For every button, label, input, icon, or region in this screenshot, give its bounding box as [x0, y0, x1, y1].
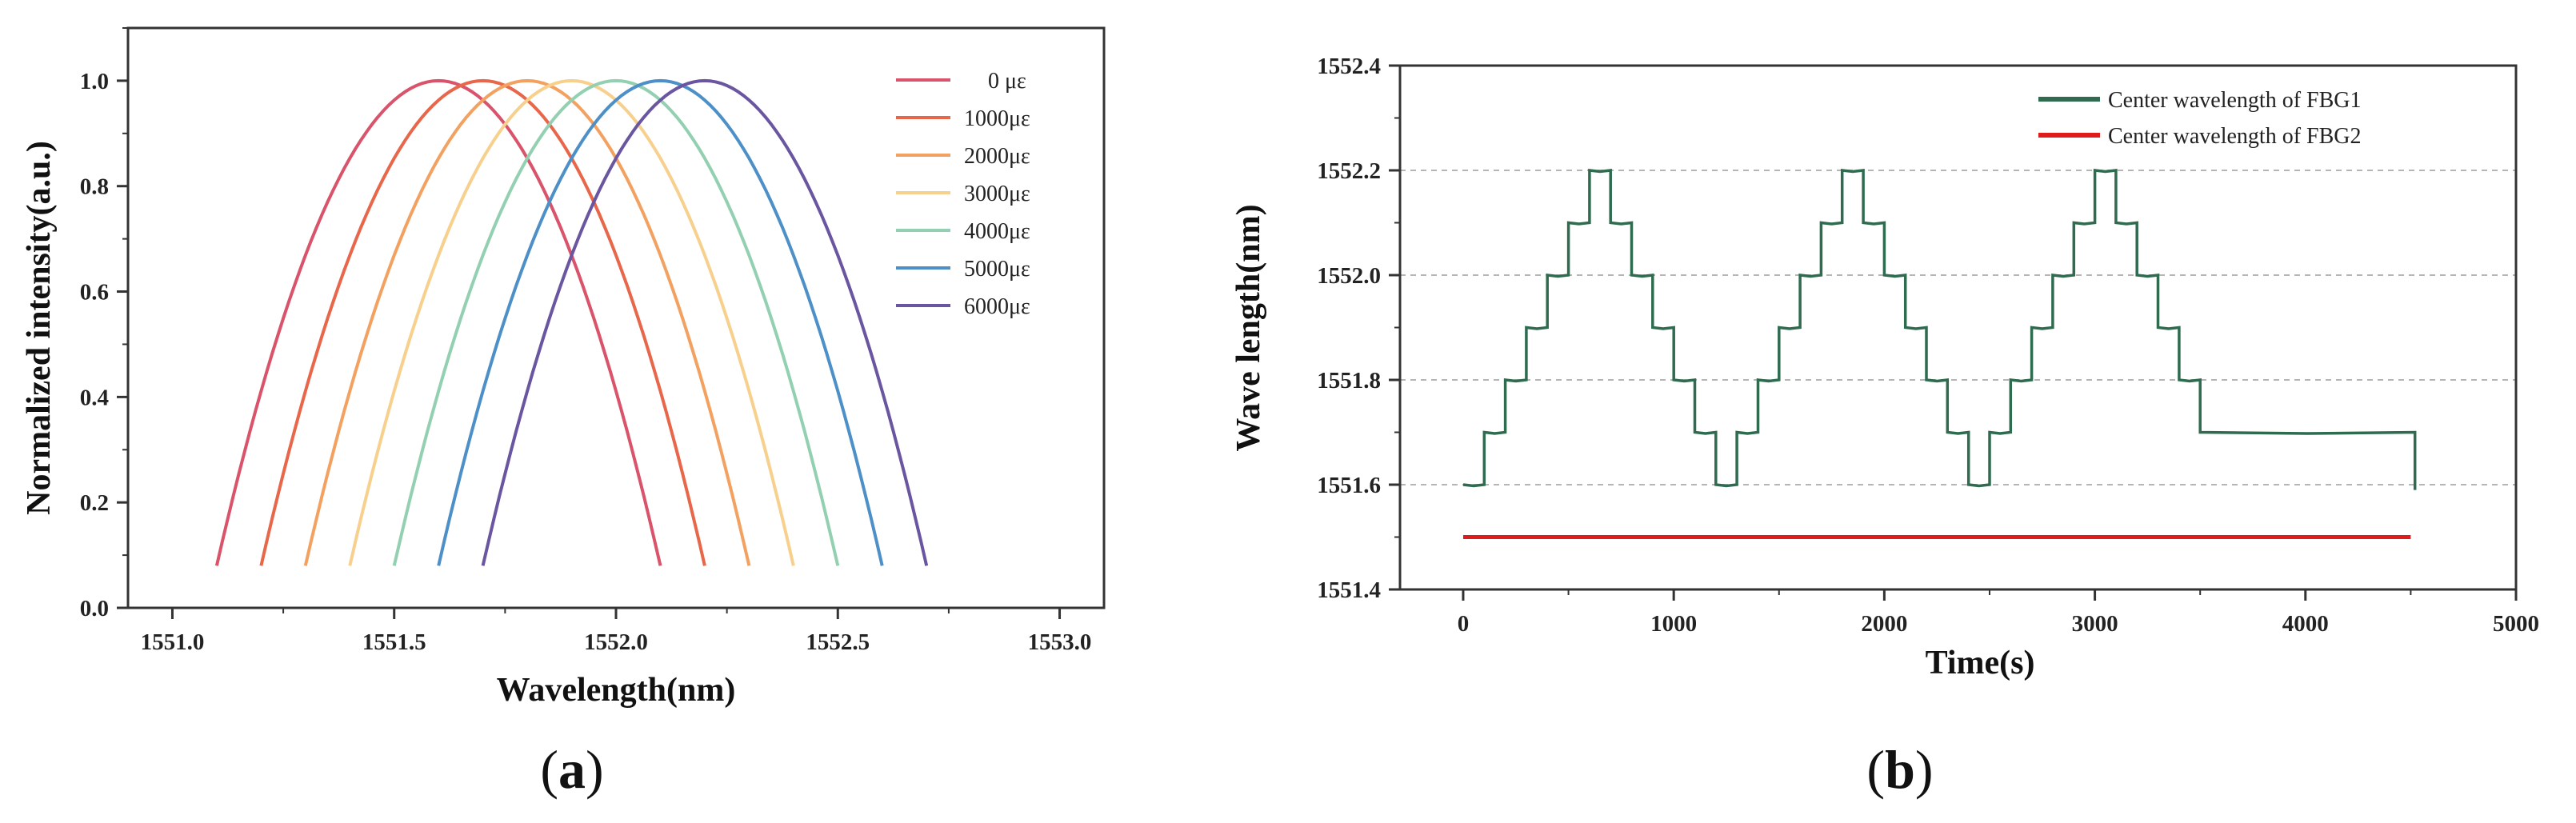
chart-a-tick-labels: 1551.0 1551.5 1552.0 1552.5 1553.0 0.0 0.2 0.4 0… — [80, 69, 1092, 655]
chart-a-frame — [126, 26, 1106, 609]
x-tick-label-1: 1000 — [1650, 611, 1697, 637]
y-tick-label-4: 0.8 — [80, 174, 109, 200]
legend-label-3: 3000με — [964, 182, 1030, 206]
series-line-fbg1 — [1462, 169, 2417, 490]
legend-label-0: 0 με — [988, 69, 1026, 94]
chart-b-xlabel: Time(s) — [1926, 645, 2035, 681]
y-tick-label-5: 1.0 — [80, 69, 109, 94]
panel-label-a: (a) — [540, 739, 603, 800]
legend-label-2: 2000με — [964, 144, 1030, 169]
y-tick-label-1: 1551.6 — [1317, 473, 1381, 498]
chart-a-ylabel: Normalized intensity(a.u.) — [21, 141, 58, 515]
x-tick-label-3: 1552.5 — [806, 629, 870, 655]
chart-a: 1551.0 1551.5 1552.0 1552.5 1553.0 0.0 0.2 0.4 0… — [21, 26, 1106, 709]
x-tick-label-2: 1552.0 — [584, 629, 648, 655]
series-line-3 — [348, 78, 795, 566]
legend-label-0: Center wavelength of FBG1 — [2108, 88, 2362, 113]
legend-label-5: 5000με — [964, 257, 1030, 282]
x-tick-label-4: 1553.0 — [1028, 629, 1092, 655]
series-line-4 — [392, 78, 840, 566]
chart-a-xlabel: Wavelength(nm) — [497, 672, 736, 709]
panel-label-b-letter: b — [1885, 739, 1915, 800]
y-tick-label-4: 1552.2 — [1317, 158, 1381, 184]
chart-b-ticks — [1389, 64, 2518, 601]
chart-a-ticks — [117, 27, 1062, 619]
x-tick-label-4: 4000 — [2282, 611, 2329, 637]
legend-label-1: Center wavelength of FBG2 — [2108, 124, 2362, 149]
y-tick-label-0: 1551.4 — [1317, 577, 1381, 603]
panel-label-a-letter: a — [558, 739, 586, 800]
chart-b: 0 1000 2000 3000 4000 5000 1551.4 1551.6 1551.8 1… — [1230, 54, 2539, 681]
x-tick-label-0: 1551.0 — [141, 629, 205, 655]
x-tick-label-3: 3000 — [2072, 611, 2118, 637]
x-tick-label-2: 2000 — [1861, 611, 1907, 637]
y-tick-label-1: 0.2 — [80, 490, 109, 516]
series-line-2 — [303, 78, 751, 566]
chart-b-grid — [1400, 170, 2516, 485]
y-tick-label-2: 0.4 — [80, 385, 109, 410]
x-tick-label-1: 1551.5 — [362, 629, 426, 655]
series-line-5 — [437, 78, 884, 566]
chart-a-legend: 0 με 1000με 2000με 3000με 4000με 5000με 6000με — [896, 69, 1030, 319]
chart-a-curves — [214, 78, 929, 566]
y-tick-label-2: 1551.8 — [1317, 368, 1381, 394]
series-line-0 — [214, 78, 662, 566]
legend-label-4: 4000με — [964, 219, 1030, 244]
panel-label-b: (b) — [1866, 739, 1933, 800]
y-tick-label-3: 0.6 — [80, 280, 109, 306]
chart-b-lines — [1462, 169, 2417, 539]
x-tick-label-0: 0 — [1458, 611, 1470, 637]
chart-b-legend: Center wavelength of FBG1 Center waveleng… — [2038, 88, 2362, 149]
y-tick-label-3: 1552.0 — [1317, 263, 1381, 289]
series-line-1 — [259, 78, 706, 566]
chart-b-ylabel: Wave length(nm) — [1230, 204, 1267, 451]
x-tick-label-5: 5000 — [2493, 611, 2539, 637]
series-line-6 — [481, 78, 929, 566]
legend-label-6: 6000με — [964, 294, 1030, 319]
y-tick-label-5: 1552.4 — [1317, 54, 1381, 79]
chart-b-tick-labels: 0 1000 2000 3000 4000 5000 1551.4 1551.6 1551.8 1… — [1317, 54, 2539, 637]
legend-label-1: 1000με — [964, 106, 1030, 131]
y-tick-label-0: 0.0 — [80, 596, 109, 621]
